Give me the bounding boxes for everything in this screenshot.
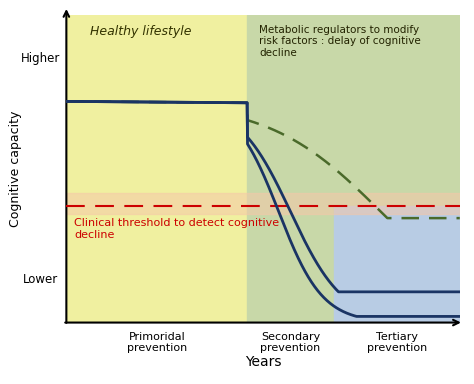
Text: Metabolic regulators to modify
risk factors : delay of cognitive
decline: Metabolic regulators to modify risk fact…	[259, 25, 421, 58]
Bar	[66, 193, 460, 214]
Text: Tertiary
prevention: Tertiary prevention	[367, 332, 427, 353]
Text: Secondary
prevention: Secondary prevention	[261, 332, 321, 353]
Text: Years: Years	[245, 356, 282, 369]
Text: Primoridal
prevention: Primoridal prevention	[127, 332, 187, 353]
Bar	[334, 206, 460, 323]
Text: Higher: Higher	[21, 52, 61, 65]
Text: Lower: Lower	[23, 273, 58, 286]
Bar	[247, 15, 460, 323]
Text: Healthy lifestyle: Healthy lifestyle	[90, 25, 191, 38]
Text: Clinical threshold to detect cognitive
decline: Clinical threshold to detect cognitive d…	[74, 218, 279, 240]
Bar	[66, 15, 247, 323]
Text: Cognitive capacity: Cognitive capacity	[9, 111, 22, 227]
